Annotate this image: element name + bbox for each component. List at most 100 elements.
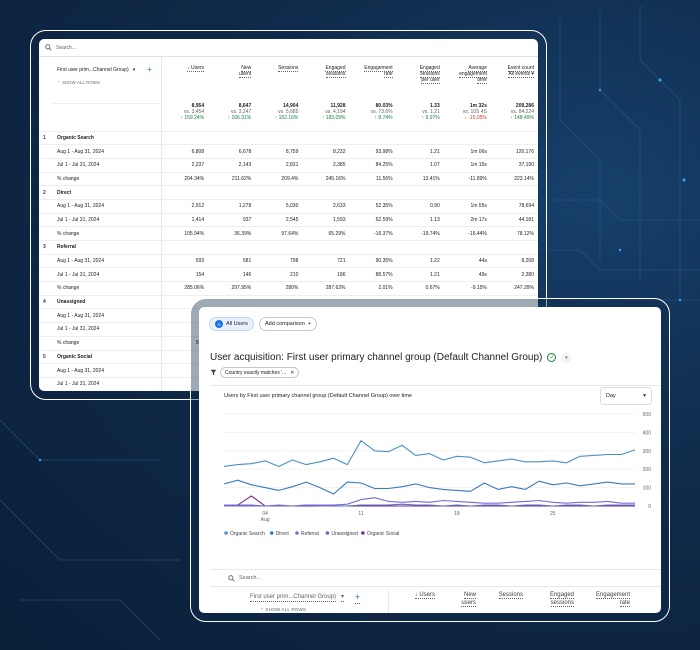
row-number: 5 xyxy=(39,350,53,365)
column-header[interactable]: New users xyxy=(208,57,255,103)
series-line-organic-social xyxy=(223,495,635,507)
report-title-text: User acquisition: First user primary cha… xyxy=(210,352,543,363)
table-cell: 1,278 xyxy=(208,199,256,214)
add-dimension-icon[interactable]: + xyxy=(147,65,152,74)
column-header-label: New xyxy=(241,65,252,72)
row-label: % change xyxy=(53,226,162,241)
column-header-label: Engagement xyxy=(364,65,393,72)
table-cell: 1m 55s xyxy=(443,199,491,214)
table-cell: 78,694 xyxy=(490,199,538,214)
legend-swatch xyxy=(295,531,299,535)
show-all-rows-button[interactable]: ⌃ SHOW ALL ROWS xyxy=(57,80,101,85)
country-filter-chip[interactable]: Country exactly matches '... ✕ xyxy=(220,367,300,378)
table-cell: 2,143 xyxy=(208,158,256,173)
column-header-label: ↓ Users xyxy=(187,65,205,72)
channel-name[interactable]: Referral xyxy=(53,240,162,255)
total-change: ↓ -15.05% xyxy=(464,115,487,121)
row-label: % change xyxy=(53,336,162,351)
table-row: Aug 1 - Aug 31, 2024 6,808 6,678 8,759 8,232… xyxy=(39,144,538,159)
table-cell: 49s xyxy=(443,267,491,283)
dimension-selector[interactable]: First user prim...Channel Group) ▾ + xyxy=(57,65,157,74)
series-line-direct xyxy=(223,479,635,495)
row-label: Aug 1 - Aug 31, 2024 xyxy=(53,144,162,159)
show-all-rows-button[interactable]: ⌃ SHOW ALL ROWS xyxy=(260,607,307,612)
column-header-label: ↓ Users xyxy=(414,592,435,599)
column-header[interactable]: Engaged sessions xyxy=(549,592,574,607)
table-search-bar-2[interactable]: Search... xyxy=(210,569,661,587)
table-cell: 8,759 xyxy=(255,144,303,159)
column-header-label: Average xyxy=(468,65,487,72)
column-header[interactable]: Engaged sessions xyxy=(302,57,349,103)
legend-label[interactable]: Referral xyxy=(301,531,319,537)
row-spacer xyxy=(39,158,53,173)
close-icon[interactable]: ✕ xyxy=(290,369,295,376)
row-label: Jul 1 - Jul 31, 2024 xyxy=(53,158,162,173)
column-header[interactable]: Engagement rate xyxy=(595,592,630,607)
total-previous: vs. 4,194 xyxy=(325,109,346,115)
legend-label[interactable]: Unassigned xyxy=(331,531,358,537)
column-header-label: sessions xyxy=(550,599,574,607)
column-header[interactable]: Sessions xyxy=(255,57,302,103)
legend-label[interactable]: Direct xyxy=(276,531,290,537)
column-header[interactable]: Sessions xyxy=(498,592,523,600)
total-cell: 1.33 vs. 1.21 ↑ 9.97% xyxy=(396,103,444,132)
column-header[interactable]: Average engagement time xyxy=(444,57,491,103)
table-cell: 52.35% xyxy=(349,199,397,214)
channel-name[interactable]: Organic Search xyxy=(53,131,162,146)
row-spacer xyxy=(39,254,53,269)
column-header[interactable]: Event count All events ▾ xyxy=(491,57,538,103)
column-header-label: All events ▾ xyxy=(508,71,534,78)
table-cell: 1m 06s xyxy=(443,144,491,159)
dimension-label: First user prim...Channel Group) xyxy=(250,594,337,603)
channel-name[interactable]: Organic Social xyxy=(53,350,162,365)
empty-cell xyxy=(349,131,397,146)
legend-swatch xyxy=(361,531,365,535)
totals-label xyxy=(53,103,162,132)
column-header-label: time xyxy=(477,77,487,84)
total-value: 8,954 xyxy=(191,103,205,109)
table-cell: 2,912 xyxy=(161,199,209,214)
channel-name[interactable]: Unassigned xyxy=(53,295,162,310)
column-header-label: Event count xyxy=(507,65,534,72)
column-header[interactable]: Engaged sessions per user xyxy=(397,57,444,103)
column-header[interactable]: ↓ Users xyxy=(161,57,208,103)
column-header[interactable]: Engagement rate xyxy=(350,57,397,103)
table-cell: 1.21 xyxy=(396,144,444,159)
chevron-down-icon[interactable]: ▾ xyxy=(561,352,572,363)
all-users-chip[interactable]: A All Users xyxy=(209,317,255,331)
x-tick-sublabel: Aug xyxy=(261,517,270,523)
table-group-row: 3 Referral xyxy=(39,240,538,255)
column-header-label: per user xyxy=(421,77,440,84)
row-label: Jul 1 - Jul 31, 2024 xyxy=(53,213,162,228)
table-row: % change 285.06% 297.95% 280% 287.63% 2.01% 0.… xyxy=(39,281,538,296)
table-row: Jul 1 - Jul 31, 2024 1,414 937 2,545 1,593 62… xyxy=(39,213,538,228)
column-header-label: Engaged xyxy=(325,65,346,72)
dimension-selector[interactable]: First user prim...Channel Group) ▾ + xyxy=(250,592,361,605)
table-cell: 1,414 xyxy=(161,213,209,228)
add-comparison-button[interactable]: Add comparison + xyxy=(259,317,317,331)
check-circle-icon[interactable]: ✓ xyxy=(547,353,557,362)
filter-icon[interactable] xyxy=(210,369,217,376)
column-header[interactable]: New users xyxy=(461,592,476,607)
channel-name[interactable]: Direct xyxy=(53,185,162,200)
add-dimension-icon[interactable]: + xyxy=(355,592,361,605)
table-cell: 1m 15s xyxy=(443,158,491,173)
table-cell: 2,237 xyxy=(161,158,209,173)
column-header[interactable]: ↓ Users xyxy=(414,592,435,600)
row-spacer xyxy=(39,267,53,283)
legend-label[interactable]: Organic Search xyxy=(230,531,265,537)
row-spacer xyxy=(39,172,53,187)
table-cell: 2,633 xyxy=(302,199,350,214)
empty-cell xyxy=(302,240,350,255)
x-tick-label: 18 xyxy=(454,511,460,517)
granularity-select[interactable]: Day ▾ xyxy=(600,387,652,405)
table-cell: 37,190 xyxy=(490,158,538,173)
legend-swatch xyxy=(325,531,330,535)
table-cell: 209.4% xyxy=(255,172,303,187)
total-cell: 80.03% vs. 73.6% ↑ 8.74% xyxy=(349,103,397,132)
table-cell: 2,385 xyxy=(302,158,350,173)
table-search-bar[interactable]: Search... xyxy=(39,39,538,57)
total-cell: 209,286 vs. 84,224 ↑ 148.49% xyxy=(490,103,538,132)
table-cell: 937 xyxy=(208,213,256,228)
legend-label[interactable]: Organic Social xyxy=(367,531,400,537)
